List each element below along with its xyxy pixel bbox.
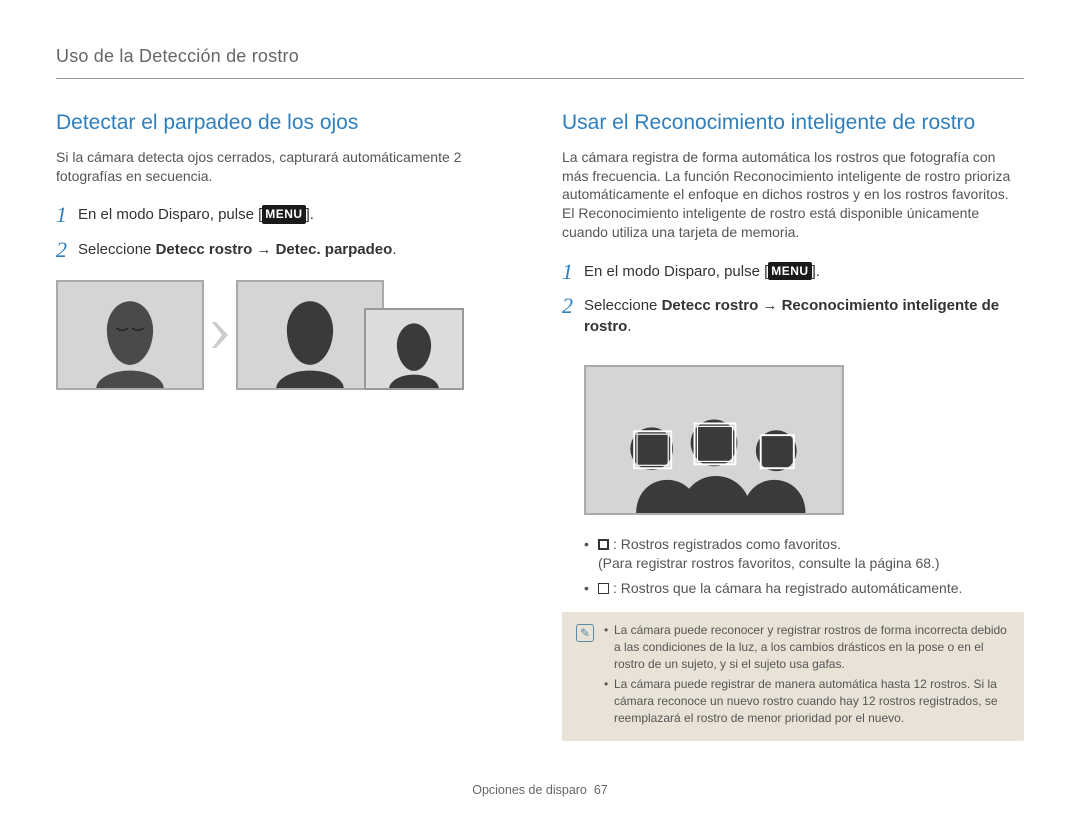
photo-sequence — [236, 280, 464, 390]
single-square-icon — [598, 583, 609, 594]
right-intro: La cámara registra de forma automática l… — [562, 148, 1024, 242]
legend-list: : Rostros registrados como favoritos. (P… — [584, 535, 1024, 598]
footer-section: Opciones de disparo — [472, 783, 587, 797]
photo-seq-2 — [364, 308, 464, 390]
legend-auto: : Rostros que la cámara ha registrado au… — [584, 579, 1024, 598]
left-intro: Si la cámara detecta ojos cerrados, capt… — [56, 148, 518, 186]
step-1-prefix: En el modo Disparo, pulse [ — [584, 263, 768, 280]
group-photo — [584, 365, 844, 515]
menu-badge: MENU — [262, 205, 305, 223]
step-2-bold: Detecc rostro → Detec. parpadeo — [156, 241, 393, 258]
step-number-1: 1 — [56, 203, 78, 227]
note-item-2: La cámara puede registrar de manera auto… — [604, 676, 1010, 726]
step-2: 2 Seleccione Detecc rostro → Detec. parp… — [56, 238, 518, 262]
step-2-prefix: Seleccione — [78, 241, 156, 258]
left-section-title: Detectar el parpadeo de los ojos — [56, 109, 518, 137]
right-section-title: Usar el Reconocimiento inteligente de ro… — [562, 109, 1024, 137]
step-number-2: 2 — [56, 238, 78, 262]
step-2-text: Seleccione Detecc rostro → Detec. parpad… — [78, 238, 518, 260]
left-column: Detectar el parpadeo de los ojos Si la c… — [56, 109, 518, 741]
step-2-suffix: . — [392, 241, 396, 258]
page-footer: Opciones de disparo 67 — [0, 782, 1080, 799]
photo-eyes-closed — [56, 280, 204, 390]
footer-page-number: 67 — [594, 783, 608, 797]
photo-seq-1 — [236, 280, 384, 390]
left-steps: 1 En el modo Disparo, pulse [MENU]. 2 Se… — [56, 203, 518, 261]
note-list: La cámara puede reconocer y registrar ro… — [604, 622, 1010, 731]
step-1-text: En el modo Disparo, pulse [MENU]. — [78, 203, 518, 225]
blink-illustration — [56, 280, 518, 390]
step-1-suffix: ]. — [812, 263, 820, 280]
note-item-1: La cámara puede reconocer y registrar ro… — [604, 622, 1010, 672]
note-icon: ✎ — [576, 624, 594, 642]
right-column: Usar el Reconocimiento inteligente de ro… — [562, 109, 1024, 741]
step-2-suffix: . — [627, 318, 631, 335]
step-2: 2 Seleccione Detecc rostro → Reconocimie… — [562, 294, 1024, 337]
double-square-icon — [598, 539, 609, 550]
content-columns: Detectar el parpadeo de los ojos Si la c… — [56, 109, 1024, 741]
note-box: ✎ La cámara puede reconocer y registrar … — [562, 612, 1024, 741]
step-1: 1 En el modo Disparo, pulse [MENU]. — [562, 260, 1024, 284]
legend-auto-text: : Rostros que la cámara ha registrado au… — [613, 580, 962, 596]
legend-fav-sub: (Para registrar rostros favoritos, consu… — [598, 555, 940, 571]
legend-fav-text: : Rostros registrados como favoritos. — [613, 536, 841, 552]
step-1: 1 En el modo Disparo, pulse [MENU]. — [56, 203, 518, 227]
right-steps: 1 En el modo Disparo, pulse [MENU]. 2 Se… — [562, 260, 1024, 337]
step-2-prefix: Seleccione — [584, 297, 662, 314]
step-number-1: 1 — [562, 260, 584, 284]
step-number-2: 2 — [562, 294, 584, 318]
step-1-prefix: En el modo Disparo, pulse [ — [78, 206, 262, 223]
step-1-suffix: ]. — [306, 206, 314, 223]
step-2-text: Seleccione Detecc rostro → Reconocimient… — [584, 294, 1024, 337]
arrow-right-icon — [212, 322, 228, 348]
page-header: Uso de la Detección de rostro — [56, 44, 1024, 79]
step-1-text: En el modo Disparo, pulse [MENU]. — [584, 260, 1024, 282]
menu-badge: MENU — [768, 262, 811, 280]
legend-favorite: : Rostros registrados como favoritos. (P… — [584, 535, 1024, 573]
